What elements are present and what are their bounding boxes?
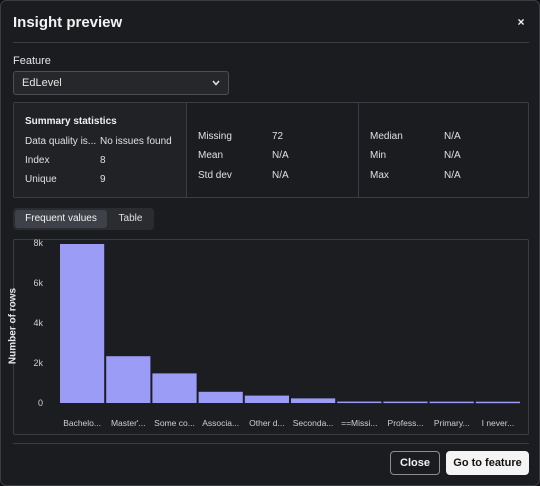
- bar[interactable]: [291, 398, 336, 403]
- feature-label: Feature: [13, 55, 51, 67]
- summary-heading: Summary statistics: [25, 116, 117, 127]
- bar-chart: 0 2k 4k 6k 8k Bachelo... Master'... Some co... A…: [33, 238, 520, 428]
- summary-statistics-panel: Summary statistics Data quality is... No…: [13, 102, 529, 198]
- bar[interactable]: [429, 401, 474, 404]
- stat-label: Max: [370, 170, 389, 181]
- x-tick-label: Some co...: [154, 418, 195, 428]
- y-tick-label: 0: [38, 398, 43, 408]
- x-tick-label: Profess...: [388, 418, 424, 428]
- stat-value: N/A: [444, 150, 461, 161]
- stat-value: 9: [100, 174, 106, 185]
- y-axis-label: Number of rows: [7, 287, 19, 365]
- stat-label: Median: [370, 131, 403, 142]
- stat-label: Index: [25, 155, 50, 166]
- tab-table[interactable]: Table: [118, 213, 143, 224]
- y-tick-label: 6k: [33, 278, 43, 288]
- stat-value: N/A: [272, 150, 289, 161]
- x-tick-label: Bachelo...: [63, 418, 101, 428]
- x-tick-label: Other d...: [249, 418, 284, 428]
- y-tick-label: 2k: [33, 358, 43, 368]
- stat-value: No issues found: [100, 136, 172, 147]
- bar[interactable]: [383, 401, 428, 404]
- stat-label: Data quality is...: [25, 136, 97, 147]
- y-tick-label: 8k: [33, 238, 43, 248]
- x-tick-label: Associa...: [202, 418, 239, 428]
- summary-column-2: Missing 72 Mean N/A Std dev N/A: [186, 103, 358, 197]
- bar[interactable]: [475, 401, 520, 404]
- stat-value: 8: [100, 155, 106, 166]
- feature-select-value: EdLevel: [22, 77, 62, 89]
- header-divider: [13, 42, 529, 43]
- close-icon[interactable]: ×: [517, 15, 525, 29]
- stat-value: N/A: [444, 131, 461, 142]
- stat-label: Mean: [198, 150, 224, 161]
- bar[interactable]: [337, 401, 382, 404]
- view-tabs: Frequent values Table: [13, 208, 154, 230]
- close-button[interactable]: Close: [390, 451, 440, 475]
- go-to-feature-button[interactable]: Go to feature: [446, 451, 529, 475]
- footer-divider: [13, 443, 529, 444]
- stat-value: N/A: [272, 170, 289, 181]
- x-tick-label: Primary...: [434, 418, 470, 428]
- bar[interactable]: [106, 356, 151, 403]
- chevron-down-icon: [212, 80, 220, 86]
- feature-select[interactable]: EdLevel: [13, 71, 229, 95]
- dialog-title: Insight preview: [13, 14, 123, 31]
- bar[interactable]: [244, 395, 289, 403]
- bar[interactable]: [152, 373, 197, 403]
- stat-label: Missing: [198, 131, 232, 142]
- x-tick-label: ==Missi...: [341, 418, 377, 428]
- x-tick-label: I never...: [482, 418, 515, 428]
- stat-value: 72: [272, 131, 284, 142]
- x-tick-label: Seconda...: [293, 418, 334, 428]
- summary-column-1: Summary statistics Data quality is... No…: [14, 103, 186, 197]
- stat-label: Std dev: [198, 170, 232, 181]
- bar[interactable]: [60, 244, 105, 403]
- y-tick-label: 4k: [33, 318, 43, 328]
- summary-column-3: Median N/A Min N/A Max N/A: [358, 103, 528, 197]
- bar[interactable]: [198, 391, 243, 403]
- stat-label: Min: [370, 150, 387, 161]
- x-tick-label: Master'...: [111, 418, 146, 428]
- stat-label: Unique: [25, 174, 57, 185]
- tab-frequent-values[interactable]: Frequent values: [15, 210, 107, 228]
- stat-value: N/A: [444, 170, 461, 181]
